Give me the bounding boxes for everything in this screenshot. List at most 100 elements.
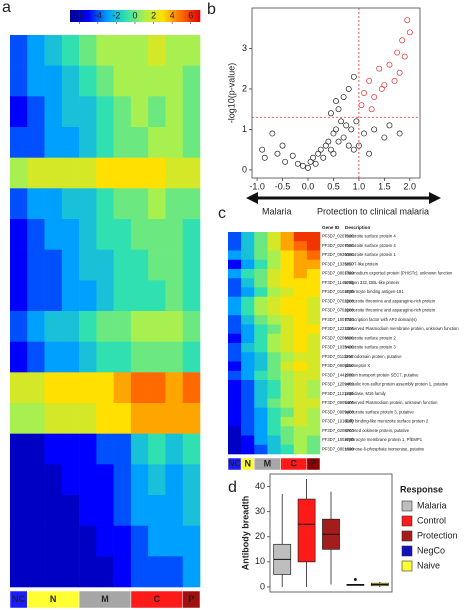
heat-cell [44,341,63,373]
heat-cell [293,296,308,307]
group-bar [306,457,321,471]
point [325,138,332,145]
y-tick-label: 20 [255,531,265,541]
colorbar-step [83,10,86,22]
heat-cell [306,389,321,399]
gene-id: PF3D7_0207000 [322,234,354,239]
point [312,160,319,167]
heat-cell [113,96,132,128]
heat-cell [96,433,114,465]
point [338,118,345,125]
colorbar-tick-label: -4 [94,10,102,20]
heat-cell [306,417,321,427]
heat-cell [306,361,321,372]
gene-id: PF3D7_1002000 [322,437,354,442]
heat-cell [148,219,166,250]
heat-cell [148,341,166,373]
heat-cell [254,232,268,242]
gene-id: PF3D7_1209400 [322,382,354,387]
heat-cell [44,188,63,220]
gene-id: PF3D7_1442300 [322,372,354,377]
heat-cell [27,556,45,588]
colorbar-step [191,10,194,22]
heat-cell [267,315,281,325]
heat-cell [241,417,255,427]
heat-cell [27,188,45,220]
heat-cell [165,372,184,404]
heat-cell [96,311,114,342]
gene-description: merozoite surface protein 1 [345,252,396,257]
heat-cell [130,249,149,281]
colorbar-step [178,10,181,22]
heat-cell [113,157,132,189]
heat-cell [165,311,184,342]
colorbar-step [169,10,173,22]
heat-cell [10,311,28,342]
heat-cell [165,96,184,128]
point [350,146,357,153]
heat-cell [79,249,97,281]
heat-cell [165,341,184,373]
heat-cell [113,65,132,97]
heat-cell [44,464,63,496]
heat-cell [241,370,255,381]
heat-cell [44,525,63,557]
heat-cell [27,249,45,281]
colorbar-step [145,10,149,22]
heat-cell [27,495,45,526]
legend-label: Malaria [417,500,447,510]
heat-cell [79,403,97,434]
gene-id: PF3D7_0702300 [322,308,354,313]
colorbar-step [135,10,138,22]
heat-cell [130,280,149,312]
heat-cell [254,370,268,381]
heat-cell [113,188,132,220]
colorbar-step [106,10,110,22]
heat-cell [228,370,242,381]
heat-cell [241,324,255,335]
gene-description: duffy binding-like merozoite surface pro… [345,419,429,424]
gene-id: PF3D7_1035400 [322,345,354,350]
heat-cell [267,241,281,251]
heat-cell [241,352,255,362]
point [269,130,276,137]
heat-cell [293,389,308,399]
heat-cell [241,389,255,399]
heat-cell [27,433,45,465]
heat-cell [241,296,255,307]
colorbar-step [150,10,153,22]
heat-cell [182,249,201,281]
heat-cell [148,433,166,465]
heat-cell [96,127,114,158]
group-label: M [101,594,109,604]
heat-cell [267,343,281,353]
colorbar-step [128,10,131,22]
heat-cell [113,280,132,312]
colorbar-step [80,10,84,22]
heat-cell [27,35,45,66]
heat-cell [267,380,281,390]
heat-cell [61,311,80,342]
heat-cell [148,311,166,342]
heat-cell [228,380,242,390]
colorbar-step [187,10,190,22]
heat-cell [228,232,242,242]
heat-cell [182,311,201,342]
colorbar-step [102,10,105,22]
legend-swatch [401,560,413,572]
heat-cell [254,296,268,307]
colorbar-step [152,10,155,22]
gene-id: PF3D7_0206800 [322,335,354,340]
heat-cell [96,219,114,250]
heat-cell [165,403,184,434]
point [396,130,403,137]
heat-cell [293,324,308,335]
column-header: Description [345,225,370,230]
heat-cell [306,343,321,353]
heat-cell [293,435,308,446]
heat-cell [113,127,132,158]
heat-cell [61,65,80,97]
heat-cell [61,403,80,434]
heat-cell [130,65,149,97]
gene-id: PF3D7_0808200 [322,363,354,368]
